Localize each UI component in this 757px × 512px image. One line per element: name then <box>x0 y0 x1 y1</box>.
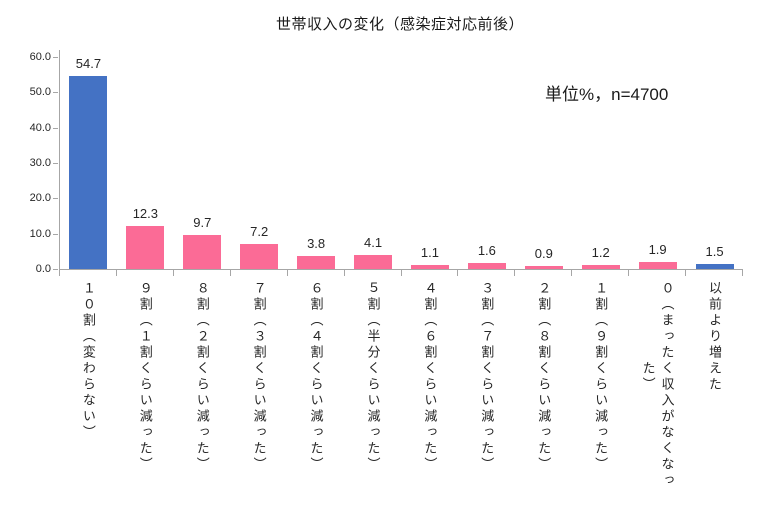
x-axis-tick <box>344 270 345 276</box>
y-axis-tick-label: 30.0 <box>29 157 51 169</box>
x-label-slot: 以前より増えた <box>685 281 742 512</box>
y-axis-tick <box>53 233 58 235</box>
bar-slot: 0.9 <box>515 50 572 269</box>
bar-value-label: 1.5 <box>705 243 724 259</box>
bar-value-label: 7.2 <box>250 223 269 239</box>
bar-value-label: 4.1 <box>363 234 383 250</box>
x-axis-label: ２割（８割くらい減った） <box>536 281 552 473</box>
y-axis-tick <box>53 198 58 200</box>
x-axis-tick <box>59 270 60 276</box>
bar <box>695 263 734 269</box>
bar <box>354 254 393 269</box>
x-label-slot: ９割（１割くらい減った） <box>116 281 173 512</box>
x-axis-label: ９割（１割くらい減った） <box>137 281 153 473</box>
bar <box>126 225 165 269</box>
bar-value-label: 0.9 <box>534 245 553 261</box>
bar-slot: 3.8 <box>288 50 345 269</box>
x-axis-tick <box>514 270 515 276</box>
x-label-slot: ６割（４割くらい減った） <box>287 281 344 512</box>
x-axis-label: ５割（半分くらい減った） <box>365 281 381 473</box>
x-axis-label: ３割（７割くらい減った） <box>479 281 495 473</box>
bar <box>638 262 677 269</box>
bar-value-label: 1.9 <box>648 242 667 258</box>
x-label-slot: ０（まったく収入がなくなっ た） <box>628 281 685 512</box>
bar-value-label: 12.3 <box>132 205 159 221</box>
x-axis-tick <box>116 270 117 276</box>
x-label-slot: ３割（７割くらい減った） <box>457 281 514 512</box>
x-axis-label: ７割（３割くらい減った） <box>251 281 267 473</box>
x-axis-tick <box>685 270 686 276</box>
x-axis-label: ６割（４割くらい減った） <box>308 281 324 473</box>
x-axis-label: １割（９割くらい減った） <box>593 281 609 473</box>
bar-slot: 7.2 <box>231 50 288 269</box>
bar-slot: 9.7 <box>174 50 231 269</box>
x-axis-label: ８割（２割くらい減った） <box>194 281 210 473</box>
y-axis-tick-label: 10.0 <box>29 227 51 240</box>
x-axis-tick <box>230 270 231 276</box>
bar-value-label: 1.6 <box>477 243 496 259</box>
x-label-slot: ７割（３割くらい減った） <box>230 281 287 512</box>
bar-value-label: 1.1 <box>420 245 439 261</box>
bar <box>297 255 336 269</box>
x-axis-tick <box>287 270 288 276</box>
y-axis-tick-label: 0.0 <box>35 263 51 275</box>
bar-value-label: 1.2 <box>591 244 610 260</box>
y-axis-tick <box>53 269 58 270</box>
bar-value-label: 3.8 <box>307 235 326 251</box>
x-axis-tick <box>401 270 402 276</box>
bar <box>467 263 506 269</box>
x-axis-tick <box>742 270 743 276</box>
bar-slot: 4.1 <box>345 50 402 269</box>
bars-layer: 54.7 12.3 9.7 7.2 3.8 4.1 1.1 1.6 0.9 1.2 1.9 1.5 <box>60 50 743 269</box>
unit-note: 単位%，n=4700 <box>545 85 669 104</box>
y-axis-tick-label: 60.0 <box>29 51 51 63</box>
bar <box>581 264 620 269</box>
bar <box>410 265 449 269</box>
bar <box>524 265 563 269</box>
y-axis-tick <box>53 127 58 129</box>
plot-area: 54.7 12.3 9.7 7.2 3.8 4.1 1.1 1.6 0.9 1.2 1.9 1.5 <box>59 50 743 270</box>
x-label-slot: １割（９割くらい減った） <box>571 281 628 512</box>
bar-slot: 1.5 <box>686 50 743 269</box>
x-label-slot: ８割（２割くらい減った） <box>173 281 230 512</box>
y-axis-tick <box>53 163 58 164</box>
bar-slot: 12.3 <box>117 50 174 269</box>
x-axis-label: 以前より増えた <box>706 281 722 393</box>
bar-slot: 1.2 <box>572 50 629 269</box>
y-axis-tick <box>53 57 58 58</box>
x-axis-tick <box>173 270 174 276</box>
x-axis-labels: １０割（変わらない） ９割（１割くらい減った） ８割（２割くらい減った） ７割（３割く… <box>59 281 742 512</box>
y-axis-tick-label: 50.0 <box>29 86 51 99</box>
bar-slot: 54.7 <box>60 50 117 269</box>
x-label-slot: ５割（半分くらい減った） <box>344 281 401 512</box>
x-axis-label: ０（まったく収入がなくなっ た） <box>640 281 675 489</box>
bar <box>69 75 108 269</box>
y-axis-tick-label: 40.0 <box>29 121 51 134</box>
bar <box>240 243 279 269</box>
bar-value-label: 9.7 <box>193 214 212 230</box>
bar-value-label: 54.7 <box>75 55 102 71</box>
x-axis-tick <box>571 270 572 276</box>
x-axis-label: ４割（６割くらい減った） <box>422 281 438 473</box>
bar-slot: 1.6 <box>458 50 515 269</box>
y-axis-tick-label: 20.0 <box>29 192 51 205</box>
x-label-slot: ２割（８割くらい減った） <box>514 281 571 512</box>
chart-title: 世帯収入の変化（感染症対応前後） <box>275 16 524 33</box>
y-axis-tick <box>53 92 58 94</box>
x-label-slot: ４割（６割くらい減った） <box>401 281 458 512</box>
x-axis-tick <box>628 270 629 276</box>
x-axis-tick <box>457 270 458 276</box>
bar <box>183 234 222 269</box>
bar-slot: 1.1 <box>402 50 459 269</box>
x-label-slot: １０割（変わらない） <box>59 281 116 512</box>
x-axis-label: １０割（変わらない） <box>80 281 96 441</box>
bar-slot: 1.9 <box>629 50 686 269</box>
